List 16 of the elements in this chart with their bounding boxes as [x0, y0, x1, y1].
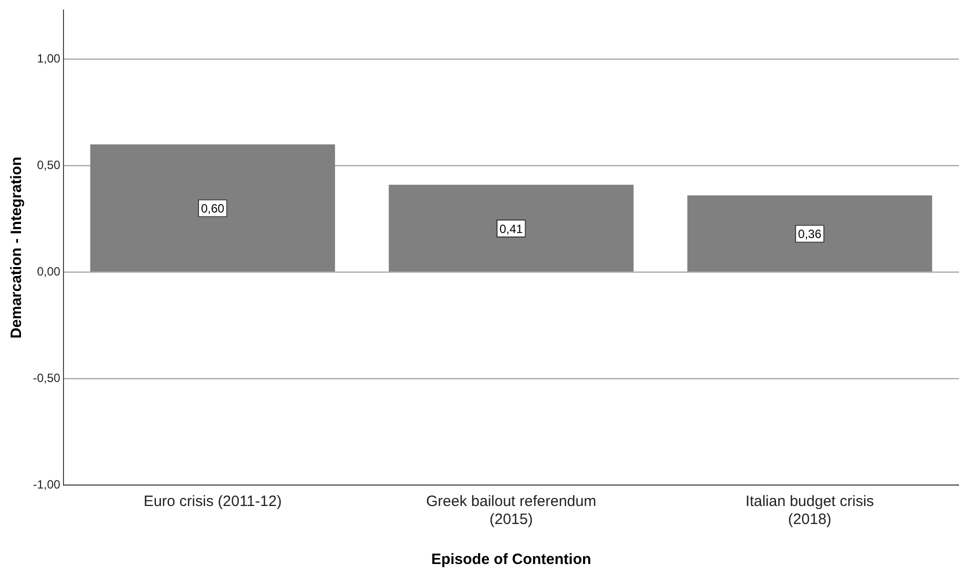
x-tick-label: Euro crisis (2011-12) [144, 493, 282, 510]
y-tick-label: 0,00 [36, 264, 61, 278]
bar [388, 184, 634, 272]
data-label: 0,60 [200, 202, 225, 216]
y-tick-label: 1,00 [36, 51, 61, 66]
bar [687, 195, 932, 272]
x-axis-title: Episode of Contention [431, 551, 592, 568]
data-label: 0,36 [798, 227, 822, 242]
y-axis-title: Demarcation - Integration [8, 156, 26, 338]
x-tick-label: Greek bailout referendum (2015) [426, 493, 596, 528]
y-tick-label: -0,50 [32, 370, 61, 385]
y-tick-label: -1,00 [32, 477, 61, 492]
data-label: 0,41 [499, 222, 524, 236]
bar [90, 144, 336, 272]
y-tick-label: 0,50 [36, 158, 61, 172]
x-tick-label: Italian budget crisis (2018) [746, 493, 874, 528]
